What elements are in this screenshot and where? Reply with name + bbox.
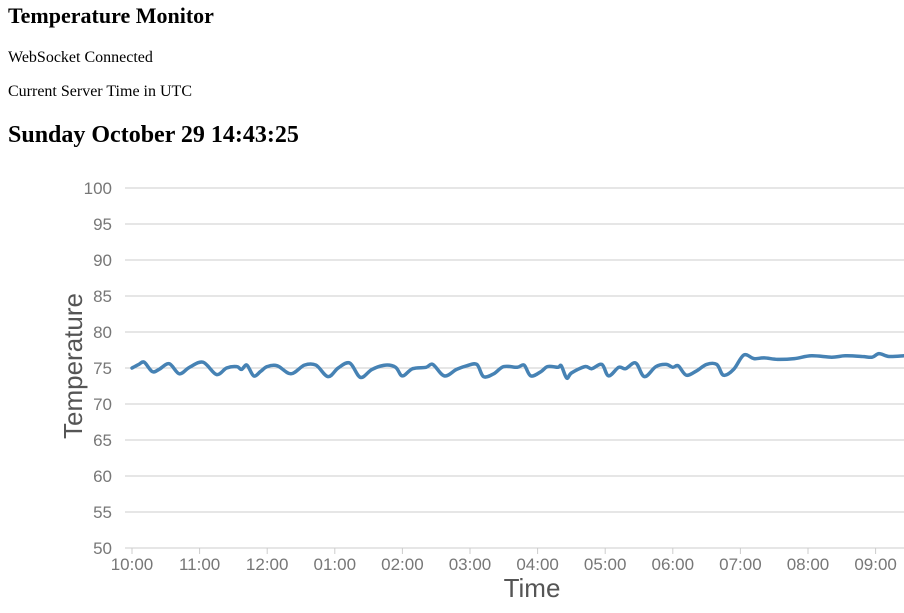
websocket-status: WebSocket Connected — [8, 49, 153, 66]
x-tick-label: 04:00 — [516, 555, 559, 574]
x-tick-label: 09:00 — [854, 555, 897, 574]
temperature-series-line — [130, 351, 904, 381]
x-tick-label: 07:00 — [719, 555, 762, 574]
x-tick-label: 11:00 — [179, 555, 220, 574]
y-tick-label: 90 — [93, 251, 112, 270]
y-tick-label: 65 — [93, 431, 112, 450]
temperature-chart: 50 55 60 65 70 75 80 85 90 95 100 10:00 11:00 12:00 0… — [58, 179, 904, 603]
y-tick-label: 55 — [93, 503, 112, 522]
y-tick-label: 95 — [93, 215, 112, 234]
y-axis-title: Temperature — [58, 293, 88, 439]
y-tick-label: 80 — [93, 323, 112, 342]
x-tick-label: 02:00 — [381, 555, 424, 574]
y-axis-ticks: 50 55 60 65 70 75 80 85 90 95 100 — [84, 179, 112, 558]
y-tick-label: 75 — [93, 359, 112, 378]
x-tick-label: 08:00 — [787, 555, 830, 574]
page-title: Temperature Monitor — [8, 3, 214, 28]
server-time: Sunday October 29 14:43:25 — [8, 122, 299, 148]
x-tick-label: 10:00 — [111, 555, 154, 574]
y-tick-label: 100 — [84, 179, 112, 198]
x-tick-label: 05:00 — [584, 555, 627, 574]
y-tick-label: 85 — [93, 287, 112, 306]
x-tick-label: 12:00 — [246, 555, 289, 574]
x-axis-ticks: 10:00 11:00 12:00 01:00 02:00 03:00 04:00 05:00… — [111, 548, 897, 574]
y-tick-label: 50 — [93, 539, 112, 558]
x-axis-title: Time — [504, 573, 561, 603]
x-tick-label: 03:00 — [449, 555, 492, 574]
y-tick-label: 70 — [93, 395, 112, 414]
y-tick-label: 60 — [93, 467, 112, 486]
x-tick-label: 01:00 — [314, 555, 357, 574]
server-time-label: Current Server Time in UTC — [8, 83, 192, 100]
x-tick-label: 06:00 — [652, 555, 695, 574]
